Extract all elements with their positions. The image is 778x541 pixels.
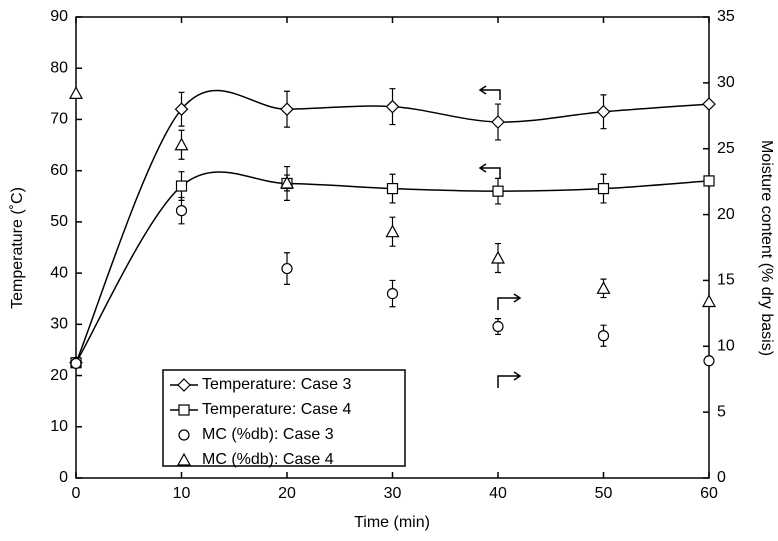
marker bbox=[178, 429, 190, 441]
marker bbox=[70, 357, 82, 370]
marker bbox=[703, 175, 715, 187]
marker bbox=[597, 182, 610, 195]
y-tick-label: 0 bbox=[59, 469, 68, 486]
y2-tick-label: 25 bbox=[717, 140, 735, 157]
marker bbox=[279, 175, 295, 189]
x-tick-label: 50 bbox=[595, 485, 613, 502]
x-axis-title: Time (min) bbox=[354, 514, 430, 531]
y-tick-label: 60 bbox=[50, 162, 68, 179]
y-axis-title: Temperature (˚C) bbox=[9, 187, 26, 309]
y2-tick-label: 20 bbox=[717, 206, 735, 223]
marker bbox=[385, 99, 400, 114]
marker bbox=[68, 86, 84, 99]
marker bbox=[176, 452, 192, 466]
marker bbox=[597, 330, 610, 342]
marker bbox=[492, 320, 504, 333]
x-tick-label: 0 bbox=[72, 485, 81, 502]
y-tick-label: 80 bbox=[50, 59, 68, 76]
x-tick-label: 60 bbox=[700, 485, 718, 502]
marker bbox=[178, 404, 190, 416]
y-tick-label: 30 bbox=[50, 316, 68, 333]
marker bbox=[491, 115, 505, 129]
marker bbox=[701, 294, 717, 308]
marker bbox=[385, 224, 400, 238]
y-tick-label: 90 bbox=[50, 8, 68, 25]
marker bbox=[177, 378, 191, 392]
legend-label: Temperature: Case 4 bbox=[202, 401, 352, 418]
annotation-arrows bbox=[478, 85, 522, 388]
y2-tick-label: 10 bbox=[717, 338, 735, 355]
marker bbox=[281, 262, 293, 275]
y-tick-label: 40 bbox=[50, 264, 68, 281]
marker bbox=[702, 97, 716, 111]
marker bbox=[490, 250, 506, 264]
legend-box bbox=[162, 369, 406, 467]
marker bbox=[596, 281, 611, 294]
marker bbox=[174, 137, 189, 151]
legend-label: MC (%db): Case 3 bbox=[202, 426, 334, 443]
y-tick-label: 70 bbox=[50, 111, 68, 128]
x-tick-label: 40 bbox=[489, 485, 507, 502]
y2-tick-label: 0 bbox=[717, 469, 726, 486]
x-tick-label: 20 bbox=[278, 485, 296, 502]
marker bbox=[492, 185, 504, 197]
y-tick-label: 50 bbox=[50, 213, 68, 230]
marker bbox=[280, 102, 294, 117]
marker bbox=[596, 104, 611, 119]
y2-tick-label: 35 bbox=[717, 8, 735, 25]
y2-tick-label: 30 bbox=[717, 74, 735, 91]
plot-frame bbox=[75, 16, 710, 479]
marker bbox=[175, 205, 188, 217]
x-tick-label: 10 bbox=[173, 485, 191, 502]
y2-axis-title: Moisture content (% dry basis) bbox=[758, 140, 775, 356]
marker bbox=[386, 288, 399, 300]
marker bbox=[386, 182, 399, 195]
marker bbox=[174, 102, 189, 117]
y-tick-label: 20 bbox=[50, 367, 68, 384]
x-tick-label: 30 bbox=[384, 485, 402, 502]
marker bbox=[175, 180, 188, 192]
y-tick-label: 10 bbox=[50, 418, 68, 435]
y2-tick-label: 15 bbox=[717, 272, 735, 289]
legend-label: MC (%db): Case 4 bbox=[202, 451, 334, 468]
y2-tick-label: 5 bbox=[717, 403, 726, 420]
legend-label: Temperature: Case 3 bbox=[202, 376, 352, 393]
marker bbox=[703, 355, 715, 367]
